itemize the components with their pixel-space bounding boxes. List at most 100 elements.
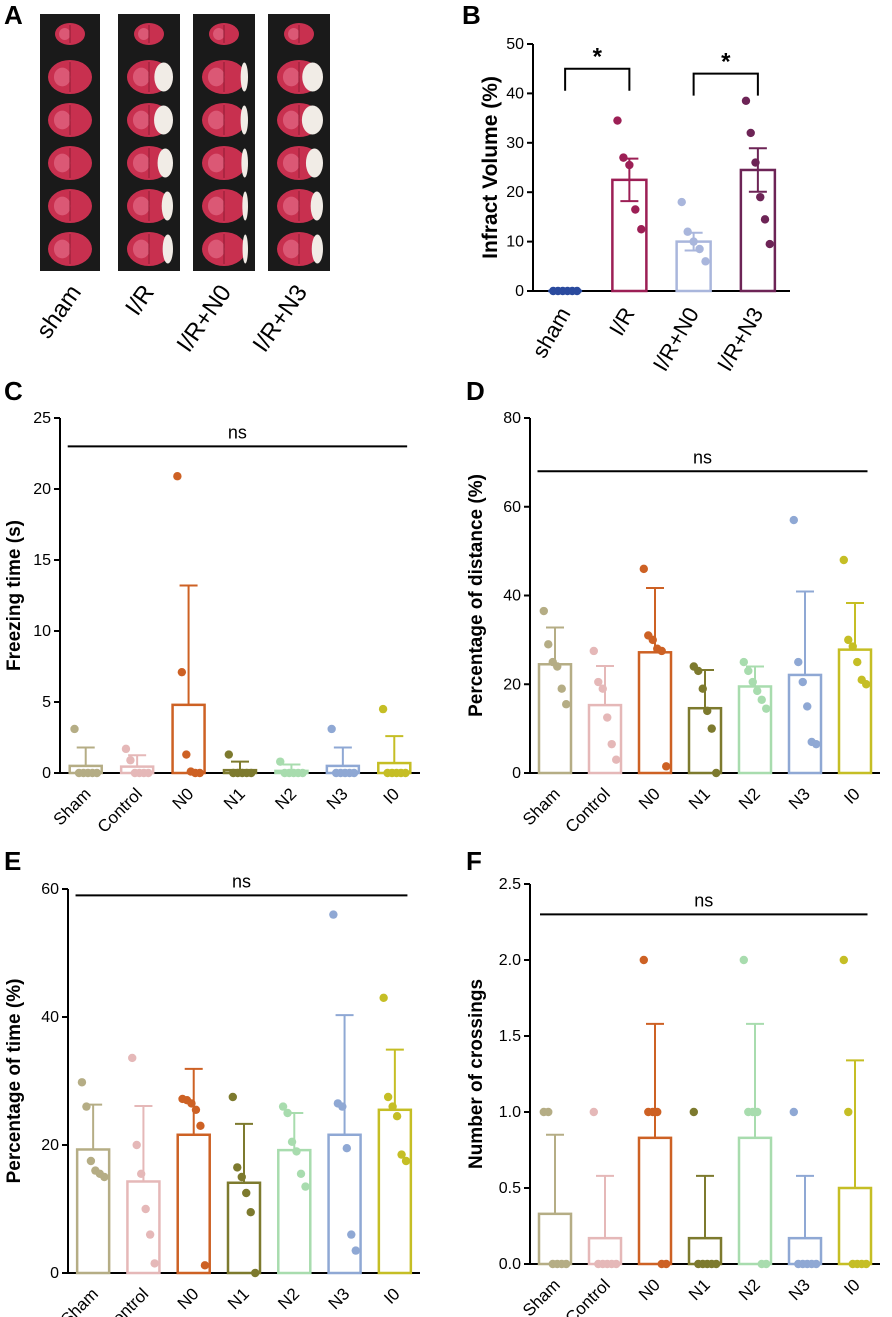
data-point-i0 [383,1092,393,1102]
x-category-label-sham: Sham [57,1284,102,1317]
data-point-control [598,684,607,693]
data-point-n0 [173,472,182,481]
data-point-control [594,677,603,687]
brain-slice-highlight [53,153,71,173]
data-point-n1 [712,768,721,778]
x-category-label-n2: N2 [271,784,300,813]
brain-slice-highlight [207,67,225,87]
brain-slice-infarct [242,234,248,264]
bar-n0 [637,1136,673,1266]
panel-label-d: D [466,376,485,406]
data-point-i0 [397,1150,406,1159]
data-point-n1 [233,1163,242,1172]
brain-slice-infarct [310,191,323,221]
data-point-n3 [789,1107,798,1117]
data-point-sham [539,606,548,616]
data-point-i-r [619,153,628,162]
y-tick-label: 15 [33,552,51,569]
brain-slice-highlight [282,239,300,259]
data-point-n2 [292,1147,301,1156]
brain-slice-highlight [282,110,300,130]
data-point-i0 [379,993,388,1002]
y-tick-label: 20 [33,481,51,498]
data-point-n1 [707,724,716,733]
data-point-sham [572,286,582,296]
brain-slice-highlight [132,239,150,259]
data-point-n0 [196,1121,205,1131]
y-tick-label: 40 [503,588,521,605]
brain-slice-highlight [53,110,71,130]
data-point-control [603,713,612,722]
data-point-sham [70,724,79,734]
bar-i0 [377,1108,413,1275]
data-point-n2 [757,695,766,704]
significance-bracket: ns [537,447,868,473]
data-point-i0 [844,1107,853,1117]
brain-slice-photo-panel: sham I/R I/R+N0 I/R+N3 [31,14,330,357]
data-point-n2 [744,666,753,676]
brain-slice [55,23,85,45]
data-point-sham [557,684,566,693]
slice-strips [40,14,330,271]
brain-slice-highlight [53,196,71,216]
brain-slice-highlight [132,67,150,87]
data-point-n2 [762,704,771,713]
y-tick-label: 40 [506,85,524,102]
data-point-n2 [748,677,757,687]
significance-bracket: ns [540,890,868,916]
brain-slice-highlight [213,27,225,41]
brain-slice [277,60,324,94]
x-category-label-i0: I0 [380,1284,403,1307]
brain-slice [202,146,248,180]
chart-d-percentage-distance: 0 20 40 60 80 Percentage of distance (%) ShamC… [466,410,880,837]
brain-slice-infarct [302,62,324,92]
data-point-i-r [613,116,622,125]
brain-slice [277,232,323,266]
data-point-i0 [853,657,862,667]
brain-slice-highlight [207,110,225,130]
x-category-label-control: Control [100,1284,152,1317]
data-point-control [150,1259,159,1268]
data-point-n3 [351,1246,360,1255]
brain-slice [127,60,173,94]
data-point-n2 [278,1102,288,1111]
data-point-n1 [689,1107,698,1117]
brain-slice [277,189,323,223]
brain-slice-infarct [301,105,323,135]
chart-e-percentage-time: 0 20 40 60 Percentage of time (%) ShamControl… [4,871,420,1317]
y-axis-label: Percentage of distance (%) [466,474,487,717]
bar-n3 [787,673,823,775]
y-tick-label: 10 [33,623,51,640]
data-point-sham [562,700,571,709]
significance-line [692,72,759,96]
brain-slice [127,146,173,180]
data-point-n0 [187,1099,196,1108]
bar-n2 [737,685,773,775]
data-point-n2 [739,955,748,965]
brain-slice-highlight [53,67,71,87]
y-tick-label: 0 [515,283,524,300]
significance-bracket: ns [67,422,408,448]
data-point-n1 [246,1208,255,1217]
data-point-n0 [662,1259,671,1269]
data-point-n3 [327,724,336,734]
y-tick-label: 40 [41,1009,59,1026]
x-category-label-n1: N1 [685,1275,714,1304]
x-category-label-i0: I0 [380,784,403,807]
bar-n2 [277,1148,312,1275]
data-point-n2 [762,1259,771,1269]
y-tick-label: 30 [506,135,524,152]
data-point-sham [544,1107,553,1117]
chart-f-number-crossings: 0.0 0.5 1.0 1.5 2.0 2.5 Number of crossings Sha… [466,876,880,1317]
data-point-control [144,768,153,778]
data-point-i-r-n0 [683,227,692,236]
bar-n0 [171,703,206,775]
y-axis-label: Number of crossings [466,979,487,1169]
x-category-label-control: Control [94,784,146,836]
brain-slice-infarct [305,148,323,178]
x-category-label-n0: N0 [169,784,198,813]
data-point-n2 [298,768,307,778]
data-point-n0 [653,1107,662,1117]
data-point-sham [77,1078,87,1087]
brain-slice-highlight [207,153,225,173]
